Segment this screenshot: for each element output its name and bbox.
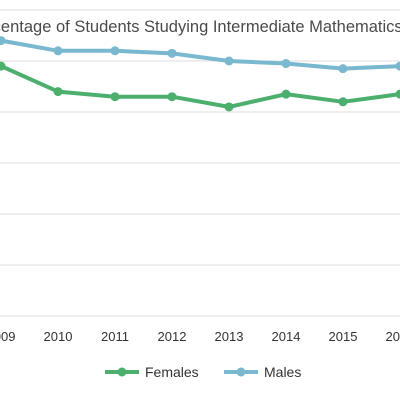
- x-tick-label: 2015: [329, 329, 358, 344]
- chart-title: Percentage of Students Studying Intermed…: [0, 18, 400, 36]
- series-line-females: [0, 63, 400, 109]
- series-females: [0, 61, 400, 112]
- legend-marker-males: [236, 367, 246, 377]
- data-point-females: [0, 61, 6, 71]
- data-point-females: [224, 102, 234, 112]
- data-point-males: [167, 48, 177, 58]
- data-point-females: [338, 97, 348, 107]
- data-point-females: [395, 89, 400, 99]
- data-point-females: [53, 87, 63, 97]
- data-point-males: [338, 64, 348, 74]
- data-point-males: [110, 46, 120, 56]
- data-point-females: [281, 89, 291, 99]
- data-point-males: [395, 61, 400, 71]
- x-tick-label: 2011: [101, 329, 129, 344]
- x-tick-label: 2014: [272, 329, 301, 344]
- x-tick-label: 2009: [0, 329, 15, 344]
- x-axis-ticks: 2008200920102011201220132014201520162017: [0, 329, 400, 344]
- data-point-males: [281, 59, 291, 69]
- data-point-females: [167, 92, 177, 102]
- legend: Females Males: [105, 364, 301, 380]
- legend-label-males: Males: [264, 364, 301, 380]
- data-point-males: [53, 46, 63, 56]
- legend-marker-females: [117, 367, 127, 377]
- x-tick-label: 2016: [386, 329, 400, 344]
- grid-lines: [0, 9, 400, 317]
- x-tick-label: 2013: [215, 329, 244, 344]
- series-line-males: [0, 38, 400, 71]
- legend-label-females: Females: [145, 364, 199, 380]
- x-tick-label: 2010: [44, 329, 73, 344]
- data-point-females: [110, 92, 120, 102]
- x-tick-label: 2012: [158, 329, 187, 344]
- series-males: [0, 36, 400, 74]
- data-point-males: [224, 56, 234, 66]
- data-point-males: [0, 36, 6, 46]
- series-layer: [0, 36, 400, 112]
